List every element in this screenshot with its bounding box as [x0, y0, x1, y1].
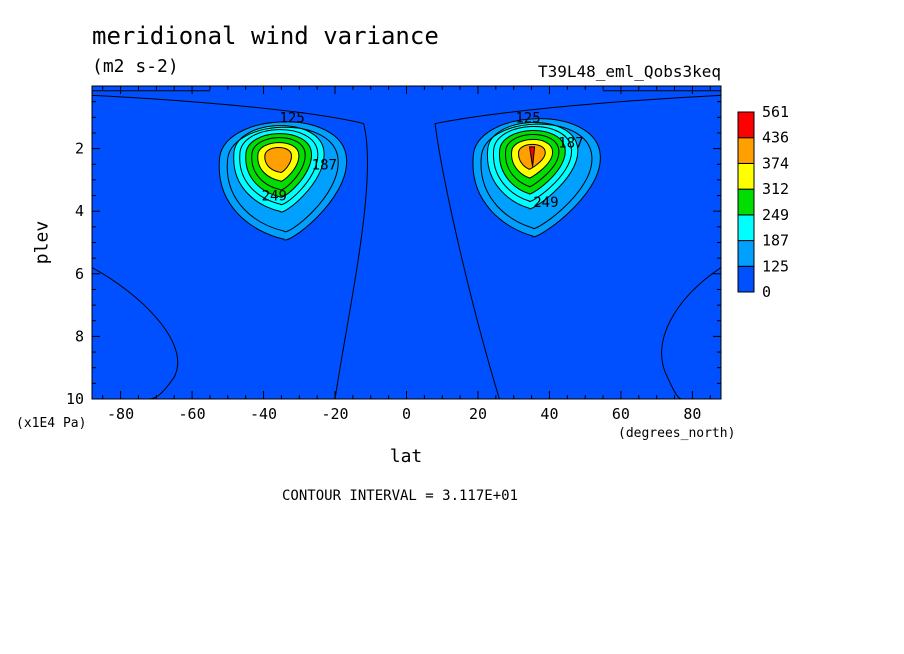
y-tick-label: 4: [75, 202, 84, 220]
fill-south-max-7-line: [264, 147, 292, 173]
contour-label: 187: [558, 135, 583, 151]
background-contour-1: [434, 94, 721, 399]
x-axis-label: lat: [389, 446, 423, 467]
fill-north-max-4-line: [499, 130, 566, 195]
x-axis-units: (degrees_north): [618, 426, 736, 441]
background-contour-2: [92, 267, 179, 399]
legend-swatch: [737, 214, 755, 242]
legend-label: 125: [762, 257, 789, 275]
x-tick-label: -20: [321, 405, 348, 423]
contour-fills: [92, 86, 721, 399]
x-tick-label: 40: [540, 405, 558, 423]
x-tick-label: 20: [469, 405, 487, 423]
x-tick-label: 80: [683, 405, 701, 423]
legend-swatch: [737, 137, 755, 164]
fill-south-max-3-line: [239, 129, 319, 206]
background-contour-0: [92, 94, 368, 399]
legend-label: 312: [762, 180, 789, 198]
y-tick-label: 10: [66, 390, 84, 408]
legend-label: 561: [762, 103, 789, 121]
fill-north-max-3-line: [493, 126, 572, 202]
y-tick-label: 8: [75, 327, 84, 345]
fill-north-max-7-line: [518, 143, 546, 170]
contour-interval-text: CONTOUR INTERVAL = 3.117E+01: [282, 488, 519, 504]
contour-label: 187: [312, 157, 337, 173]
chart-units: (m2 s-2): [92, 56, 179, 77]
legend-label: 436: [762, 129, 789, 147]
fill-south-max-1-line: [226, 126, 339, 233]
minor-ticks: [92, 86, 721, 399]
legend-label: 249: [762, 206, 789, 224]
fill-south-max-2-line: [233, 125, 325, 213]
fill-north-max-6-line: [511, 139, 554, 179]
x-tick-label: -60: [179, 405, 206, 423]
legend-swatch: [737, 188, 755, 216]
legend-label: 0: [762, 283, 771, 301]
fill-level-0: [92, 86, 721, 399]
contour-lines: [92, 90, 721, 399]
fill-south-max-5-line: [251, 137, 306, 191]
fill-south-max-7: [264, 147, 292, 173]
legend-label: 187: [762, 232, 789, 250]
color-legend: 0 125 187 249 312 374 436 561: [737, 103, 789, 301]
x-tick-label: 0: [402, 405, 411, 423]
x-ticks: -80 -60 -40 -20 0 20 40 60 80: [107, 86, 701, 423]
contour-label: 125: [515, 110, 540, 126]
x-tick-label: -80: [107, 405, 134, 423]
chart-title: meridional wind variance: [92, 22, 439, 50]
contour-label: 125: [279, 110, 304, 126]
run-label: T39L48_eml_Qobs3keq: [537, 62, 721, 81]
fill-north-peak: [529, 146, 536, 167]
contour-labels: 125 187 249 125 187 249: [262, 110, 584, 211]
fill-north-max-1-line: [480, 123, 593, 230]
legend-swatch: [737, 265, 755, 293]
y-tick-label: 2: [75, 140, 84, 158]
fill-south-max-0-line: [218, 121, 348, 241]
legend-swatch: [737, 111, 755, 139]
y-axis-units: (x1E4 Pa): [16, 416, 87, 431]
fill-north-max-2-line: [487, 122, 579, 210]
fill-north-max-5-line: [505, 134, 560, 188]
legend-swatch: [737, 162, 755, 190]
legend-label: 374: [762, 154, 789, 172]
fill-north-max-0-line: [472, 118, 601, 238]
legend-swatch: [737, 240, 755, 267]
fill-south-max-4-line: [245, 133, 312, 198]
contour-label: 249: [262, 189, 287, 205]
background-contour-3: [661, 267, 721, 399]
fill-south-max-6-line: [257, 142, 300, 182]
contour-label: 249: [533, 195, 558, 211]
y-tick-label: 6: [75, 265, 84, 283]
x-tick-label: 60: [612, 405, 630, 423]
x-tick-label: -40: [250, 405, 277, 423]
y-ticks: 2 4 6 8 10: [66, 140, 721, 408]
